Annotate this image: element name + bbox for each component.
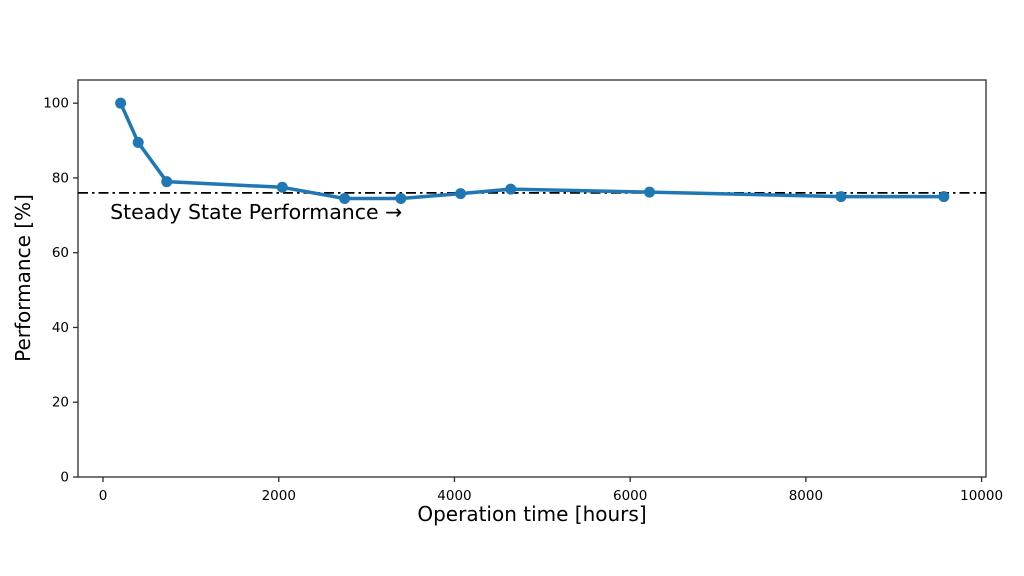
x-tick-label: 10000 [960,488,1003,504]
data-point [938,191,950,203]
data-point [835,191,847,203]
plot-area [77,79,987,478]
data-point [339,193,351,205]
data-point [395,193,407,205]
x-tick-label: 6000 [613,488,647,504]
y-tick-label: 20 [52,395,69,411]
data-point [455,188,467,200]
y-tick-label: 60 [52,245,69,261]
x-axis-ticks: 0 2000 4000 6000 8000 10000 [99,477,1003,504]
steady-state-annotation: Steady State Performance → [110,200,402,224]
y-tick-label: 0 [60,470,69,486]
data-point-markers [115,97,950,205]
x-tick-label: 2000 [262,488,296,504]
data-point [276,181,288,193]
y-axis-ticks: 0 20 40 60 80 100 [43,96,78,486]
performance-line [118,101,946,201]
data-point [644,186,656,198]
data-point [161,176,173,188]
y-tick-label: 80 [52,170,69,186]
data-point [115,97,127,109]
x-tick-label: 0 [99,488,108,504]
data-point [505,183,517,195]
x-tick-label: 8000 [789,488,823,504]
data-point [132,136,144,148]
y-axis-label: Performance [%] [11,194,35,362]
y-tick-label: 100 [43,96,69,112]
x-axis-label: Operation time [hours] [417,502,646,526]
x-tick-label: 4000 [437,488,471,504]
y-tick-label: 40 [52,320,69,336]
